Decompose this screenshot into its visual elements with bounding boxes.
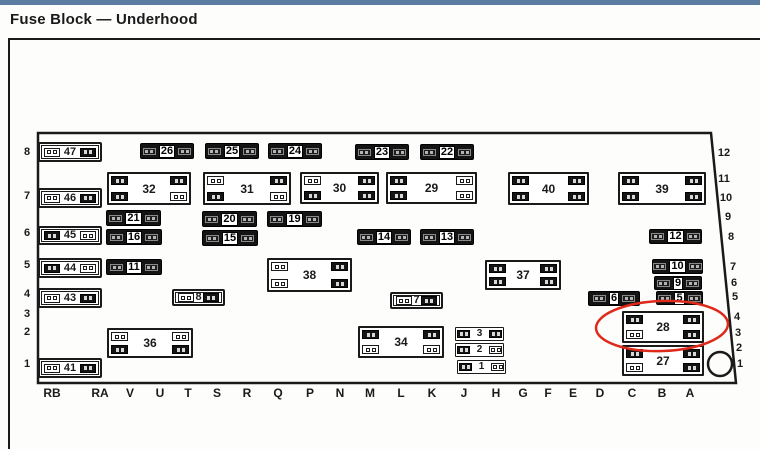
grid-label-bottom-R: R: [242, 386, 252, 400]
grid-label-bottom-V: V: [125, 386, 135, 400]
mounting-hole: [706, 350, 734, 378]
fuse-16: 16: [106, 229, 162, 245]
grid-label-bottom-D: D: [595, 386, 605, 400]
grid-label-bottom-E: E: [568, 386, 578, 400]
fuse-7: 7: [390, 292, 443, 309]
fuse-22: 22: [420, 144, 474, 160]
fuse-19: 19: [267, 211, 322, 227]
fuse-26: 26: [140, 143, 194, 159]
relay-29: 29: [386, 172, 477, 204]
relay-37: 37: [485, 260, 561, 290]
grid-label-left-2: 2: [23, 326, 31, 338]
fuse-10: 10: [652, 259, 703, 274]
grid-label-bottom-RA: RA: [91, 386, 109, 400]
grid-label-bottom-B: B: [657, 386, 667, 400]
relay-30: 30: [300, 172, 379, 204]
grid-label-right-1: 1: [736, 358, 744, 370]
grid-label-right-4: 4: [733, 311, 741, 323]
grid-label-bottom-N: N: [335, 386, 345, 400]
fuse-8: 8: [172, 289, 225, 306]
grid-label-bottom-P: P: [305, 386, 315, 400]
fuse-5: 5: [656, 291, 703, 305]
fuse-47: 47: [38, 142, 102, 162]
fuse-45: 45: [38, 226, 102, 245]
grid-label-bottom-A: A: [685, 386, 695, 400]
relay-40: 40: [508, 172, 589, 205]
fuse-11: 11: [106, 259, 162, 275]
grid-label-left-3: 3: [23, 308, 31, 320]
grid-label-right-9: 9: [724, 211, 732, 223]
grid-label-bottom-RB: RB: [43, 386, 61, 400]
grid-label-bottom-F: F: [544, 386, 552, 400]
relay-36: 36: [107, 328, 193, 358]
grid-label-right-3: 3: [734, 327, 742, 339]
fuse-14: 14: [357, 229, 411, 245]
window-top-bar: [0, 0, 760, 5]
grid-label-bottom-L: L: [397, 386, 405, 400]
relay-39: 39: [618, 172, 706, 205]
fuse-43: 43: [38, 288, 102, 308]
relay-34: 34: [358, 326, 444, 358]
grid-label-left-6: 6: [23, 227, 31, 239]
grid-label-left-5: 5: [23, 259, 31, 271]
fuse-6: 6: [588, 291, 640, 306]
fuse-3: 3: [455, 327, 504, 341]
grid-label-bottom-T: T: [184, 386, 192, 400]
fuse-13: 13: [420, 229, 474, 245]
grid-label-right-6: 6: [730, 277, 738, 289]
page-title: Fuse Block — Underhood: [10, 11, 198, 28]
grid-label-right-11: 11: [718, 173, 730, 185]
grid-label-bottom-M: M: [365, 386, 375, 400]
grid-label-right-10: 10: [719, 192, 733, 204]
grid-label-bottom-J: J: [460, 386, 468, 400]
fuse-21: 21: [106, 210, 161, 226]
grid-label-right-2: 2: [735, 342, 743, 354]
fuse-20: 20: [202, 211, 257, 227]
grid-label-bottom-C: C: [627, 386, 637, 400]
grid-label-bottom-G: G: [518, 386, 528, 400]
grid-label-bottom-K: K: [427, 386, 437, 400]
grid-label-left-7: 7: [23, 190, 31, 202]
fuse-24: 24: [268, 143, 322, 159]
grid-label-left-4: 4: [23, 288, 31, 300]
fuse-46: 46: [38, 188, 102, 208]
relay-32: 32: [107, 172, 191, 205]
grid-label-bottom-U: U: [155, 386, 165, 400]
grid-label-right-12: 12: [717, 147, 731, 159]
relay-38: 38: [267, 258, 352, 292]
relay-28: 28: [622, 311, 704, 343]
fuse-41: 41: [38, 358, 102, 378]
grid-label-left-8: 8: [23, 146, 31, 158]
page-left-border: [8, 38, 10, 449]
fuse-15: 15: [202, 230, 258, 246]
fuse-25: 25: [205, 143, 259, 159]
fuse-1: 1: [457, 360, 506, 374]
grid-label-bottom-S: S: [212, 386, 222, 400]
fuse-44: 44: [38, 258, 102, 278]
grid-label-right-8: 8: [727, 231, 735, 243]
grid-label-bottom-H: H: [491, 386, 501, 400]
relay-27: 27: [622, 345, 704, 376]
header-rule: [8, 38, 760, 40]
grid-label-right-7: 7: [729, 261, 737, 273]
grid-label-bottom-Q: Q: [273, 386, 283, 400]
relay-31: 31: [203, 172, 291, 205]
fuse-12: 12: [649, 229, 702, 244]
fuse-23: 23: [355, 144, 409, 160]
grid-label-right-5: 5: [731, 291, 739, 303]
fuse-9: 9: [654, 276, 702, 290]
grid-label-left-1: 1: [23, 358, 31, 370]
fuse-2: 2: [455, 343, 504, 357]
